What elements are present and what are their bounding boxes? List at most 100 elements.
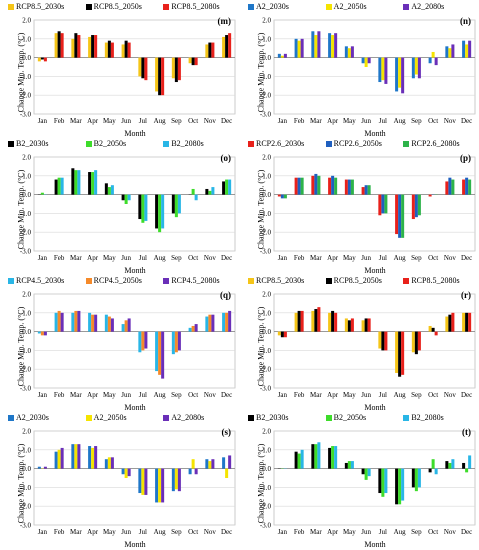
x-tick-label: Feb [294,117,305,125]
bar [328,312,332,332]
bar [381,468,385,497]
bar [378,57,382,83]
panel-label: (t) [462,427,471,437]
x-tick-label: Jan [278,528,288,536]
x-tick-label: Apr [327,528,339,536]
legend-swatch [403,414,410,421]
x-tick-label: Jul [379,117,387,125]
bar [468,455,472,469]
panel-label: (r) [461,290,471,300]
y-axis-label: Change Min. Temp. (°C) [16,32,26,113]
y-tick-label: 2.0 [22,291,31,299]
bar [188,468,192,475]
bar [344,179,348,195]
legend-item: B2_2030s [8,138,80,149]
bar [277,53,281,58]
bar [401,468,405,501]
panel-label: (s) [221,427,232,437]
bar [361,468,365,475]
bar [451,44,455,58]
x-tick-label: Jan [38,391,48,399]
bar [294,451,298,469]
legend-label: A2_2030s [16,413,49,422]
bar [138,57,142,77]
bar [311,310,315,332]
bar [367,185,371,195]
bar [462,179,466,195]
bar [462,462,466,469]
bar [300,177,304,195]
legend-item: RCP2.6_2030s [248,138,320,149]
legend-swatch [8,140,14,147]
x-tick-label: Nov [204,117,217,125]
bar [334,446,338,469]
bar [361,187,365,195]
legend-label: RCP8.5_2050s [93,2,142,11]
panel-label: (q) [220,290,231,300]
bar [211,42,215,58]
bar [161,194,165,229]
y-tick-label: 2.0 [262,428,271,436]
x-tick-label: Oct [188,528,198,536]
bar [311,444,315,469]
bar [350,179,354,195]
y-axis-label: Change Min. Temp. (°C) [256,32,266,113]
bar [395,194,399,235]
x-tick-label: Sep [171,391,182,399]
x-axis-label: Month [124,129,146,138]
y-axis-label: Change Min. Temp. (°C) [16,443,26,524]
bar [158,331,162,375]
y-axis-label: Change Min. Temp. (°C) [256,443,266,524]
bar [468,40,472,58]
legend-label: A2_2050s [93,413,127,422]
y-tick-label: -3.0 [260,522,272,530]
bar [188,327,192,332]
bar [161,331,165,379]
x-tick-label: Jul [139,391,147,399]
bar [398,194,402,238]
legend-label: B2_2030s [16,139,49,148]
legend-swatch [403,140,410,147]
legend-item: RCP8.5_2080s [403,275,475,286]
bar [177,57,181,81]
legend-label: RCP2.6_2050s [333,139,382,148]
y-axis-label: Change Min. Temp. (°C) [256,306,266,387]
x-tick-label: Sep [171,254,182,262]
bar [43,466,47,469]
legend-item: RCP4.5_2030s [8,275,80,286]
x-tick-label: Oct [188,391,198,399]
bar [88,312,92,332]
x-tick-label: Dec [461,391,472,399]
bar [294,177,298,195]
bar [74,444,78,469]
chart-legend: B2_2030s B2_2050s B2_2080s [8,138,235,149]
bar [364,468,368,480]
bar [314,173,318,195]
bar [155,331,159,372]
y-axis-label: Change Min. Temp. (°C) [16,306,26,387]
x-axis-label: Month [364,266,386,275]
bar [211,314,215,332]
bar [121,194,125,201]
x-tick-label: Dec [221,254,232,262]
legend-label: RCP2.6_2030s [256,139,305,148]
x-tick-label: Apr [87,254,99,262]
bar [277,331,281,336]
plot-frame [273,19,476,115]
bar [158,57,162,96]
panel-label: (n) [460,16,471,26]
x-tick-label: Aug [154,254,167,262]
y-tick-label: -3.0 [260,385,272,393]
legend-item: B2_2050s [85,138,158,149]
x-tick-label: Jan [278,254,288,262]
bar [401,194,405,238]
bar [74,310,78,332]
plot-frame [273,293,476,389]
x-tick-label: May [343,254,356,262]
legend-item: A2_2050s [325,1,398,12]
x-tick-label: Mar [310,117,322,125]
bar [71,168,75,195]
bar [398,57,402,88]
y-tick-label: -2.0 [260,366,272,374]
bar [395,468,399,505]
